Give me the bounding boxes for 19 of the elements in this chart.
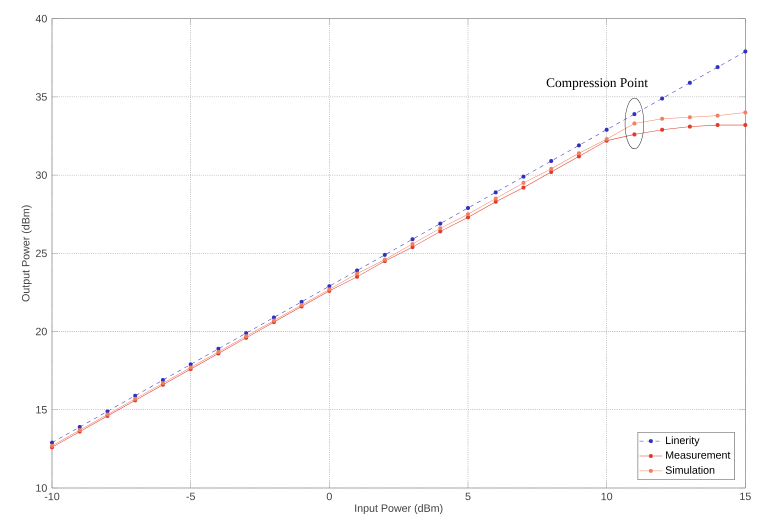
legend-label: Simulation — [666, 466, 714, 474]
y-tick-label: 20 — [36, 328, 47, 336]
y-tick-label: 25 — [36, 250, 47, 258]
x-tick-label: -10 — [44, 492, 60, 500]
y-tick-label: 10 — [36, 484, 47, 492]
y-tick-label: 30 — [36, 171, 47, 179]
y-tick-label: 40 — [36, 14, 47, 22]
legend-label: Measurement — [666, 451, 730, 459]
x-tick-label: -5 — [186, 492, 195, 500]
x-tick-label: 0 — [326, 492, 332, 500]
y-axis-title: Output Power (dBm) — [22, 205, 32, 302]
y-tick-label: 15 — [36, 406, 47, 414]
x-tick-label: 5 — [465, 492, 471, 500]
x-tick-label: 10 — [602, 492, 612, 500]
x-tick-label: 15 — [740, 492, 751, 500]
annotation: Compression Point — [546, 78, 648, 90]
x-axis-title: Input Power (dBm) — [355, 504, 442, 514]
legend-label: Linerity — [666, 436, 700, 446]
y-tick-label: 35 — [36, 93, 47, 101]
